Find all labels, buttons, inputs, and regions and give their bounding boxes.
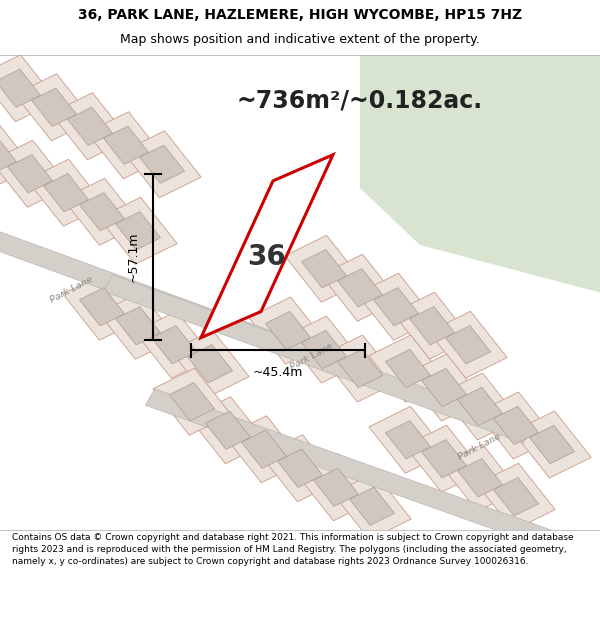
Polygon shape <box>313 468 359 506</box>
Polygon shape <box>249 297 327 364</box>
Polygon shape <box>51 92 129 160</box>
Polygon shape <box>0 121 33 188</box>
Text: Park Lane: Park Lane <box>289 342 335 372</box>
Text: Park Lane: Park Lane <box>49 275 95 305</box>
Polygon shape <box>0 140 69 208</box>
Polygon shape <box>360 55 600 292</box>
Polygon shape <box>393 292 471 359</box>
Polygon shape <box>321 254 399 321</box>
Polygon shape <box>153 368 231 435</box>
Polygon shape <box>67 107 113 146</box>
Polygon shape <box>169 382 215 421</box>
Text: Contains OS data © Crown copyright and database right 2021. This information is : Contains OS data © Crown copyright and d… <box>12 533 574 566</box>
Polygon shape <box>529 426 575 464</box>
Polygon shape <box>205 411 251 449</box>
Text: ~45.4m: ~45.4m <box>253 366 303 379</box>
Polygon shape <box>445 326 491 364</box>
Polygon shape <box>337 269 383 307</box>
Polygon shape <box>333 472 411 540</box>
Polygon shape <box>189 397 267 464</box>
Text: Map shows position and indicative extent of the property.: Map shows position and indicative extent… <box>120 33 480 46</box>
Polygon shape <box>441 373 519 440</box>
Polygon shape <box>429 311 507 378</box>
Polygon shape <box>99 198 177 264</box>
Text: 36, PARK LANE, HAZLEMERE, HIGH WYCOMBE, HP15 7HZ: 36, PARK LANE, HAZLEMERE, HIGH WYCOMBE, … <box>78 8 522 22</box>
Polygon shape <box>139 145 185 183</box>
Polygon shape <box>79 288 125 326</box>
Polygon shape <box>349 487 395 526</box>
Polygon shape <box>115 307 161 345</box>
Polygon shape <box>285 316 363 383</box>
Polygon shape <box>103 275 533 443</box>
Text: 36: 36 <box>248 243 286 271</box>
Polygon shape <box>261 435 339 502</box>
Polygon shape <box>421 368 467 407</box>
Polygon shape <box>27 159 105 226</box>
Text: ~57.1m: ~57.1m <box>127 232 140 282</box>
Polygon shape <box>43 174 89 212</box>
Polygon shape <box>477 463 555 530</box>
Polygon shape <box>421 439 467 478</box>
Polygon shape <box>135 311 213 378</box>
Polygon shape <box>225 416 303 482</box>
Polygon shape <box>145 389 600 576</box>
Polygon shape <box>87 112 165 179</box>
Polygon shape <box>63 273 141 340</box>
Polygon shape <box>115 212 161 250</box>
Polygon shape <box>7 154 53 193</box>
Text: ~736m²/~0.182ac.: ~736m²/~0.182ac. <box>237 88 483 112</box>
Polygon shape <box>0 222 365 381</box>
Polygon shape <box>63 178 141 245</box>
Polygon shape <box>409 307 455 345</box>
Polygon shape <box>385 421 431 459</box>
Polygon shape <box>285 235 363 302</box>
Polygon shape <box>277 449 323 488</box>
Polygon shape <box>385 349 431 388</box>
Polygon shape <box>187 344 233 383</box>
Polygon shape <box>151 326 197 364</box>
Text: Park Lane: Park Lane <box>457 432 503 462</box>
Polygon shape <box>123 131 201 198</box>
Polygon shape <box>241 430 287 468</box>
Polygon shape <box>301 331 347 369</box>
Polygon shape <box>15 74 93 141</box>
Polygon shape <box>301 249 347 288</box>
Polygon shape <box>405 425 483 493</box>
Polygon shape <box>321 335 399 402</box>
Polygon shape <box>457 459 503 497</box>
Polygon shape <box>201 155 333 338</box>
Polygon shape <box>457 388 503 426</box>
Polygon shape <box>357 273 435 340</box>
Polygon shape <box>373 288 419 326</box>
Polygon shape <box>0 55 57 122</box>
Polygon shape <box>337 349 383 388</box>
Polygon shape <box>297 454 375 521</box>
Polygon shape <box>493 406 539 444</box>
Polygon shape <box>369 406 447 473</box>
Polygon shape <box>99 292 177 359</box>
Polygon shape <box>513 411 591 478</box>
Polygon shape <box>493 478 539 516</box>
Polygon shape <box>265 311 311 349</box>
Polygon shape <box>103 126 149 164</box>
Polygon shape <box>405 354 483 421</box>
Polygon shape <box>0 136 17 174</box>
Polygon shape <box>31 88 77 126</box>
Polygon shape <box>171 330 249 398</box>
Polygon shape <box>441 444 519 511</box>
Polygon shape <box>79 192 125 231</box>
Polygon shape <box>0 69 41 108</box>
Polygon shape <box>369 335 447 402</box>
Polygon shape <box>477 392 555 459</box>
